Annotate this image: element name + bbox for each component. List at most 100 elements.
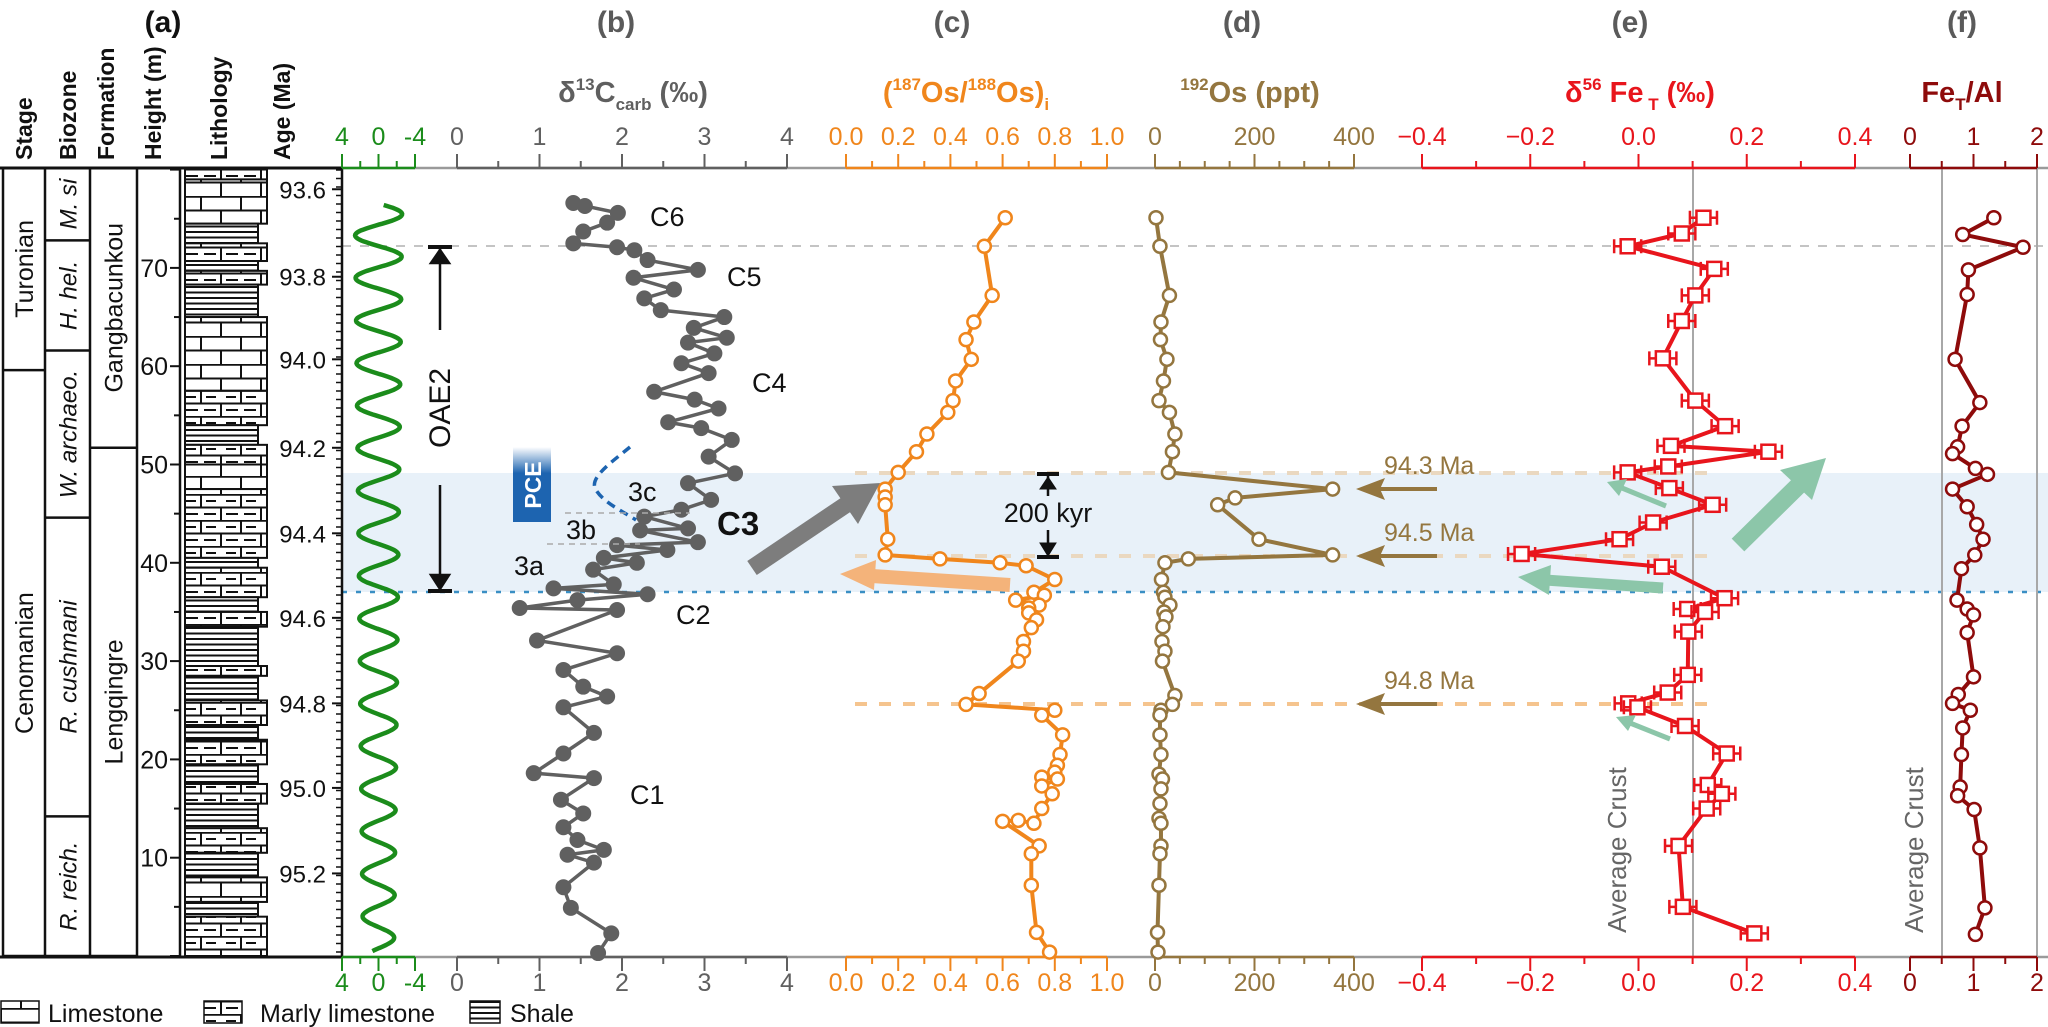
- data-point-f: [1949, 788, 1966, 804]
- fe-trend-arrow-upper: [1607, 479, 1667, 509]
- data-point-c: [1023, 846, 1040, 862]
- data-point-c: [1023, 619, 1040, 636]
- data-point-d: [1148, 210, 1164, 226]
- height-tick-label: 60: [140, 353, 168, 381]
- data-point-b: [609, 239, 626, 256]
- lithology-bed-marly: [184, 782, 268, 805]
- fe-trend-arrow-large: [1731, 458, 1826, 552]
- data-point-b: [632, 522, 649, 539]
- data-point-b: [576, 197, 593, 214]
- data-point-c: [1010, 653, 1027, 669]
- age-tick-label: 95.2: [279, 861, 326, 888]
- duration-bracket: [1037, 472, 1059, 559]
- height-tick-label: 20: [140, 746, 168, 774]
- data-point-b: [585, 854, 602, 871]
- data-point-e: [1674, 898, 1692, 916]
- data-point-e: [1629, 699, 1646, 716]
- data-point-b: [659, 542, 676, 559]
- data-point-b: [555, 819, 572, 836]
- data-point-e: [1670, 837, 1687, 855]
- data-point-c: [932, 551, 948, 567]
- data-point-d: [1160, 464, 1177, 481]
- data-point-b: [609, 601, 626, 618]
- label-c4: C4: [752, 368, 787, 398]
- data-point-f: [1947, 351, 1963, 368]
- tick-label-e: −0.2: [1506, 969, 1555, 997]
- data-point-f: [1944, 481, 1961, 497]
- data-point-b: [727, 465, 744, 482]
- age-943-label: 94.3 Ma: [1384, 452, 1474, 480]
- data-point-c: [976, 238, 993, 255]
- data-point-e: [1698, 800, 1715, 817]
- data-point-e: [1760, 443, 1777, 460]
- data-point-e: [1706, 260, 1723, 278]
- panel-label-b: (b): [597, 6, 635, 39]
- data-point-f: [1967, 547, 1983, 563]
- lithology-bed-marly: [184, 699, 268, 726]
- data-point-b: [603, 925, 620, 942]
- data-point-e: [1680, 623, 1697, 640]
- header-age: Age (Ma): [269, 63, 295, 160]
- label-3c: 3c: [628, 477, 657, 507]
- data-point-e: [1673, 225, 1691, 242]
- data-point-d: [1153, 815, 1169, 832]
- tick-label-filter: 0: [372, 123, 386, 151]
- lithology-bed-limestone: [184, 876, 268, 903]
- height-tick-label: 10: [140, 845, 168, 873]
- data-point-f: [1959, 286, 1975, 303]
- data-point-b: [625, 269, 642, 286]
- data-point-c: [1047, 571, 1063, 588]
- data-point-c: [1054, 727, 1071, 743]
- data-point-b: [575, 805, 592, 822]
- data-point-e: [1687, 392, 1704, 409]
- data-point-b: [646, 383, 663, 400]
- tick-label-b: 1: [533, 123, 547, 151]
- data-point-b: [689, 534, 706, 551]
- data-point-b: [680, 520, 696, 537]
- tick-label-b: 4: [780, 969, 794, 997]
- data-point-b: [628, 554, 645, 571]
- oae-band: [342, 473, 2048, 592]
- legend-swatch-limestone: [0, 1000, 40, 1024]
- oae2-label: OAE2: [424, 368, 457, 448]
- age-945-arrow: [1356, 545, 1437, 567]
- header-formation: Formation: [93, 48, 119, 160]
- column-headers: Stage Biozone Formation Height (m) Litho…: [11, 46, 295, 160]
- biozone-label: R. reich.: [56, 842, 83, 931]
- data-point-f: [1959, 499, 1975, 515]
- data-point-b: [680, 475, 696, 492]
- data-point-f: [2015, 239, 2031, 256]
- data-point-b: [716, 309, 733, 326]
- lithology-bed-limestone: [184, 178, 268, 225]
- tick-label-c: 0.8: [1037, 969, 1072, 997]
- data-point-d: [1152, 331, 1169, 348]
- pce-label: PCE: [520, 461, 546, 508]
- avg-crust-label-f: Average Crust: [1899, 766, 1929, 932]
- tick-label-d: 200: [1234, 123, 1276, 151]
- data-point-e: [1696, 603, 1714, 621]
- data-point-b: [686, 391, 703, 408]
- biozone-label: W. archaeo.: [56, 370, 83, 499]
- lithology-bed-marly: [184, 269, 268, 286]
- data-point-c: [997, 210, 1013, 226]
- lithology-bed-marly: [184, 566, 268, 599]
- data-point-e: [1718, 745, 1735, 762]
- data-point-b: [660, 414, 677, 431]
- data-point-d: [1152, 707, 1168, 723]
- lithology-bed-marly: [184, 242, 268, 263]
- data-point-c: [1034, 800, 1050, 817]
- data-point-f: [1954, 418, 1970, 434]
- lithology-bed-marly: [184, 443, 268, 466]
- data-point-e: [1673, 312, 1691, 330]
- lithology-bed-shale: [184, 802, 259, 830]
- data-point-b: [575, 678, 592, 695]
- data-point-c: [984, 287, 1000, 304]
- data-point-b: [636, 508, 653, 525]
- stage-label: Cenomanian: [11, 592, 39, 734]
- title-os-ratio: (187Os/188Os)i: [883, 75, 1049, 114]
- label-3a: 3a: [514, 551, 545, 581]
- data-point-d: [1161, 287, 1178, 304]
- tick-label-c: 0.6: [985, 123, 1020, 151]
- data-point-b: [673, 501, 690, 518]
- tick-label-filter: -4: [404, 969, 426, 997]
